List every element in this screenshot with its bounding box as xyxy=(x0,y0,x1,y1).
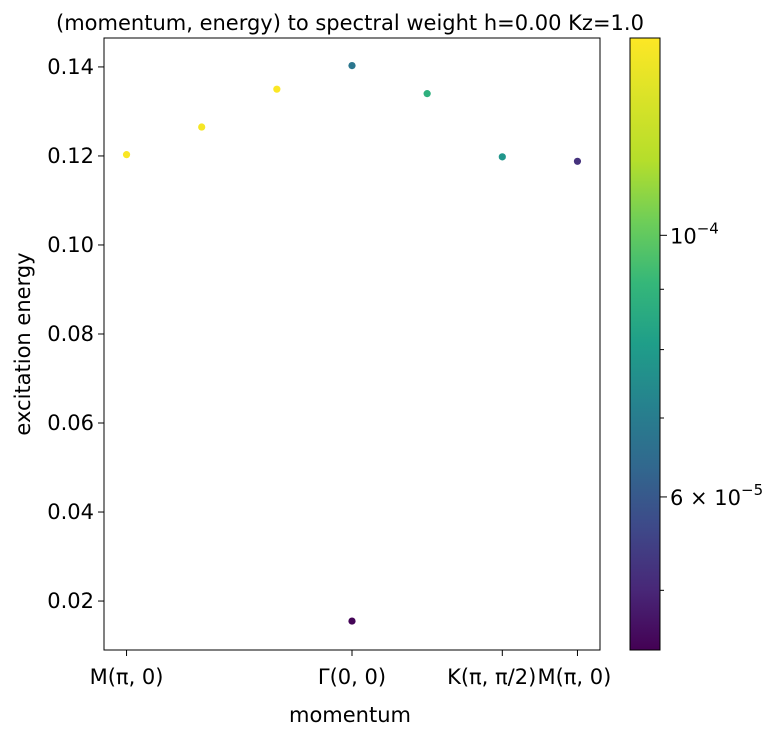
y-tick-label: 0.12 xyxy=(47,144,94,168)
y-axis: 0.02 0.04 0.06 0.08 0.10 0.12 0.14 xyxy=(47,55,104,613)
scatter-point xyxy=(348,617,356,625)
colorbar-tick-label: 10−4 xyxy=(670,219,719,248)
y-tick-label: 0.02 xyxy=(47,589,94,613)
x-tick-label: K(π, π/2) xyxy=(447,665,536,689)
x-axis-label: momentum xyxy=(289,703,411,727)
x-tick-label: M(π, 0) xyxy=(90,665,164,689)
scatter-point xyxy=(498,153,506,161)
scatter-point xyxy=(198,123,206,131)
scatter-point xyxy=(122,151,131,159)
plot-area-frame xyxy=(103,37,601,651)
x-tick-label: Γ(0, 0) xyxy=(318,665,386,689)
colorbar-axis: 10−4 6 × 10−5 xyxy=(660,219,763,591)
scatter-point xyxy=(273,85,281,93)
y-tick-label: 0.08 xyxy=(47,322,94,346)
x-tick-label: M(π, 0) xyxy=(537,665,611,689)
colorbar xyxy=(629,37,661,651)
y-tick-label: 0.04 xyxy=(47,500,94,524)
colorbar-tick-label: 6 × 10−5 xyxy=(670,481,763,510)
scatter-point xyxy=(348,61,356,70)
y-tick-label: 0.06 xyxy=(47,411,94,435)
chart-title: (momentum, energy) to spectral weight h=… xyxy=(56,11,644,35)
y-axis-label: excitation energy xyxy=(11,252,35,435)
x-axis: M(π, 0) Γ(0, 0) K(π, π/2) M(π, 0) xyxy=(90,650,611,689)
scatter-points xyxy=(122,61,582,625)
scatter-point xyxy=(423,90,431,98)
scatter-point xyxy=(573,157,582,165)
y-tick-label: 0.14 xyxy=(47,55,94,79)
y-tick-label: 0.10 xyxy=(47,233,94,257)
